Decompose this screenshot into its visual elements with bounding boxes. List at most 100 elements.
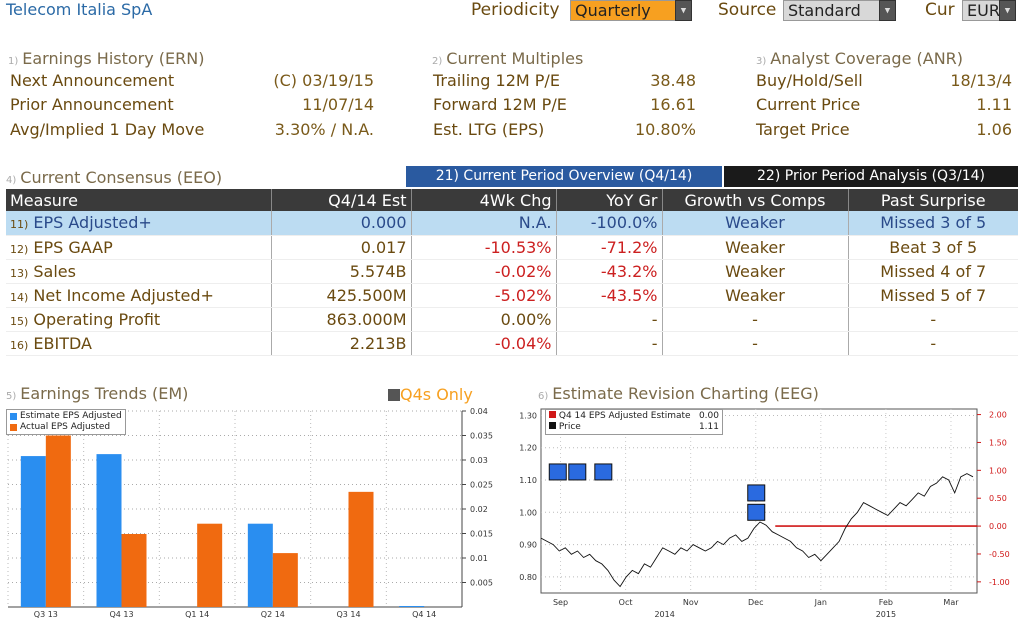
left-tick-label: 1.30 bbox=[519, 411, 537, 420]
x-tick-label: Q2 14 bbox=[261, 610, 285, 619]
estimate-bar[interactable] bbox=[247, 523, 273, 607]
plot-frame bbox=[540, 408, 978, 594]
right-tick-label: 1.00 bbox=[989, 466, 1007, 475]
table-row[interactable]: 11) EPS Adjusted+ 0.000 N.A. -100.0% Weaker M… bbox=[6, 211, 1018, 236]
legend-price: Price 1.11 bbox=[549, 422, 719, 433]
col-measure[interactable]: Measure bbox=[6, 189, 272, 211]
growth-cell: Weaker bbox=[662, 211, 849, 236]
growth-cell: Weaker bbox=[662, 235, 849, 260]
measure-cell[interactable]: 16) EBITDA bbox=[6, 331, 272, 356]
target-price-value: 1.06 bbox=[976, 120, 1012, 139]
col-4wk-chg[interactable]: 4Wk Chg bbox=[411, 189, 557, 211]
measure-cell[interactable]: 11) EPS Adjusted+ bbox=[6, 211, 272, 236]
actual-bar[interactable] bbox=[197, 523, 223, 607]
trailing-pe-label: Trailing 12M P/E bbox=[433, 71, 560, 90]
currency-select[interactable]: EUR bbox=[962, 0, 1000, 21]
consensus-header[interactable]: 4) Current Consensus (EEO) bbox=[6, 168, 223, 187]
col-growth-vs-comps[interactable]: Growth vs Comps bbox=[662, 189, 849, 211]
surprise-cell: - bbox=[848, 307, 1018, 332]
estimate-bar[interactable] bbox=[20, 456, 46, 607]
currency-dropdown-arrow-icon[interactable]: ▼ bbox=[999, 0, 1016, 21]
q4s-only-toggle[interactable]: Q4s Only bbox=[388, 385, 473, 404]
estimate-bar[interactable] bbox=[96, 454, 122, 607]
current-price-label: Current Price bbox=[756, 95, 861, 114]
row-number: 15) bbox=[10, 314, 29, 328]
table-row[interactable]: 12) EPS GAAP 0.017 -10.53% -71.2% Weaker Beat… bbox=[6, 235, 1018, 260]
estimate-revision-legend: Q4 14 EPS Adjusted Estimate 0.00 Price 1.1… bbox=[545, 409, 723, 435]
col-past-surprise[interactable]: Past Surprise bbox=[848, 189, 1018, 211]
table-row[interactable]: 16) EBITDA 2.213B -0.04% - - - bbox=[6, 331, 1018, 356]
left-tick-label: 1.20 bbox=[519, 444, 537, 453]
checkbox-icon bbox=[388, 389, 400, 401]
row-number: 16) bbox=[10, 338, 29, 352]
legend-actual: Actual EPS Adjusted bbox=[10, 422, 122, 433]
earnings-history-header[interactable]: 1) Earnings History (ERN) bbox=[8, 49, 205, 68]
prior-announcement-label: Prior Announcement bbox=[10, 95, 174, 114]
next-announcement-value: (C) 03/19/15 bbox=[273, 71, 374, 90]
yoy-cell: - bbox=[556, 307, 663, 332]
x-tick-label: Q4 13 bbox=[109, 610, 133, 619]
estimate-revision-header[interactable]: 6) Estimate Revision Charting (EEG) bbox=[538, 384, 819, 403]
currency-label: Cur bbox=[925, 0, 955, 20]
event-marker-icon[interactable] bbox=[594, 463, 613, 481]
avg-implied-move-value: 3.30% / N.A. bbox=[274, 120, 374, 139]
y-tick-label: 0.03 bbox=[470, 456, 488, 465]
prior-announcement-value: 11/07/14 bbox=[302, 95, 374, 114]
surprise-cell: Missed 3 of 5 bbox=[848, 211, 1018, 236]
source-select[interactable]: Standard bbox=[783, 0, 881, 21]
tab-current-period-overview[interactable]: 21) Current Period Overview (Q4/14) bbox=[406, 166, 722, 187]
left-tick-label: 1.00 bbox=[519, 508, 537, 517]
chg-cell: -10.53% bbox=[411, 235, 557, 260]
event-marker-icon[interactable] bbox=[548, 463, 567, 481]
table-row[interactable]: 15) Operating Profit 863.000M 0.00% - - - bbox=[6, 307, 1018, 332]
measure-cell[interactable]: 14) Net Income Adjusted+ bbox=[6, 283, 272, 308]
forward-pe-value: 16.61 bbox=[650, 95, 696, 114]
consensus-table: Measure Q4/14 Est 4Wk Chg YoY Gr Growth … bbox=[6, 189, 1018, 356]
source-dropdown-arrow-icon[interactable]: ▼ bbox=[879, 0, 896, 21]
actual-bar[interactable] bbox=[348, 491, 374, 607]
measure-label: Operating Profit bbox=[33, 309, 161, 329]
x-tick-label: Q4 14 bbox=[412, 610, 436, 619]
left-tick-label: 0.80 bbox=[519, 573, 537, 582]
analyst-coverage-header[interactable]: 3) Analyst Coverage (ANR) bbox=[756, 49, 964, 68]
y-tick-label: 0.025 bbox=[470, 481, 493, 490]
col-q4-est[interactable]: Q4/14 Est bbox=[271, 189, 412, 211]
event-marker-icon[interactable] bbox=[747, 503, 766, 521]
table-row[interactable]: 14) Net Income Adjusted+ 425.500M -5.02% -4… bbox=[6, 283, 1018, 308]
measure-cell[interactable]: 13) Sales bbox=[6, 259, 272, 284]
measure-cell[interactable]: 12) EPS GAAP bbox=[6, 235, 272, 260]
y-tick-label: 0.015 bbox=[470, 530, 493, 539]
actual-swatch bbox=[10, 424, 17, 431]
chg-cell: -0.02% bbox=[411, 259, 557, 284]
event-marker-icon[interactable] bbox=[747, 484, 766, 502]
table-row[interactable]: 13) Sales 5.574B -0.02% -43.2% Weaker Missed … bbox=[6, 259, 1018, 284]
current-multiples-header[interactable]: 2) Current Multiples bbox=[432, 49, 584, 68]
right-tick-label: 0.00 bbox=[989, 522, 1007, 531]
growth-cell: - bbox=[662, 307, 849, 332]
actual-bar[interactable] bbox=[45, 435, 71, 608]
growth-cell: Weaker bbox=[662, 259, 849, 284]
y-tick-label: 0.02 bbox=[470, 505, 488, 514]
actual-bar[interactable] bbox=[121, 533, 147, 607]
periodicity-select[interactable]: Quarterly bbox=[570, 0, 678, 21]
estimate-bar[interactable] bbox=[399, 606, 425, 607]
est-cell: 425.500M bbox=[271, 283, 412, 308]
measure-label: EPS Adjusted+ bbox=[33, 213, 152, 233]
chg-cell: 0.00% bbox=[411, 307, 557, 332]
col-yoy-gr[interactable]: YoY Gr bbox=[556, 189, 663, 211]
measure-cell[interactable]: 15) Operating Profit bbox=[6, 307, 272, 332]
est-ltg-value: 10.80% bbox=[634, 120, 696, 139]
legend-eps-estimate: Q4 14 EPS Adjusted Estimate 0.00 bbox=[549, 411, 719, 422]
tab-prior-period-analysis[interactable]: 22) Prior Period Analysis (Q3/14) bbox=[724, 166, 1018, 187]
company-name: Telecom Italia SpA bbox=[6, 0, 153, 19]
actual-bar[interactable] bbox=[272, 553, 298, 607]
forward-pe-label: Forward 12M P/E bbox=[433, 95, 567, 114]
current-price-value: 1.11 bbox=[976, 95, 1012, 114]
earnings-trends-header[interactable]: 5) Earnings Trends (EM) bbox=[6, 384, 189, 403]
chg-cell: -5.02% bbox=[411, 283, 557, 308]
buy-hold-sell-value: 18/13/4 bbox=[950, 71, 1012, 90]
periodicity-dropdown-arrow-icon[interactable]: ▼ bbox=[675, 0, 692, 21]
price-line[interactable] bbox=[540, 473, 974, 588]
est-cell: 2.213B bbox=[271, 331, 412, 356]
event-marker-icon[interactable] bbox=[568, 463, 587, 481]
